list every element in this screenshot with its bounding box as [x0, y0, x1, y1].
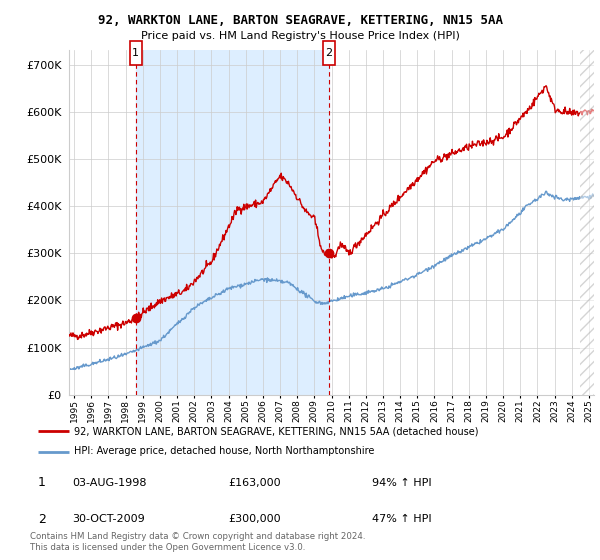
Text: 30-OCT-2009: 30-OCT-2009: [72, 515, 145, 524]
Text: 92, WARKTON LANE, BARTON SEAGRAVE, KETTERING, NN15 5AA: 92, WARKTON LANE, BARTON SEAGRAVE, KETTE…: [97, 14, 503, 27]
Text: 2: 2: [38, 513, 46, 526]
Text: 94% ↑ HPI: 94% ↑ HPI: [372, 478, 431, 488]
Text: 92, WARKTON LANE, BARTON SEAGRAVE, KETTERING, NN15 5AA (detached house): 92, WARKTON LANE, BARTON SEAGRAVE, KETTE…: [74, 426, 479, 436]
Bar: [136, 50, 329, 395]
Text: 03-AUG-1998: 03-AUG-1998: [72, 478, 146, 488]
Text: Price paid vs. HM Land Registry's House Price Index (HPI): Price paid vs. HM Land Registry's House …: [140, 31, 460, 41]
Text: £300,000: £300,000: [228, 515, 281, 524]
Text: £163,000: £163,000: [228, 478, 281, 488]
Bar: [323, 41, 335, 64]
Text: 1: 1: [132, 48, 139, 58]
Text: 1: 1: [38, 477, 46, 489]
Bar: [130, 41, 142, 64]
Text: Contains HM Land Registry data © Crown copyright and database right 2024.
This d: Contains HM Land Registry data © Crown c…: [30, 532, 365, 552]
Text: HPI: Average price, detached house, North Northamptonshire: HPI: Average price, detached house, Nort…: [74, 446, 374, 456]
Text: 47% ↑ HPI: 47% ↑ HPI: [372, 515, 431, 524]
Text: 2: 2: [325, 48, 332, 58]
